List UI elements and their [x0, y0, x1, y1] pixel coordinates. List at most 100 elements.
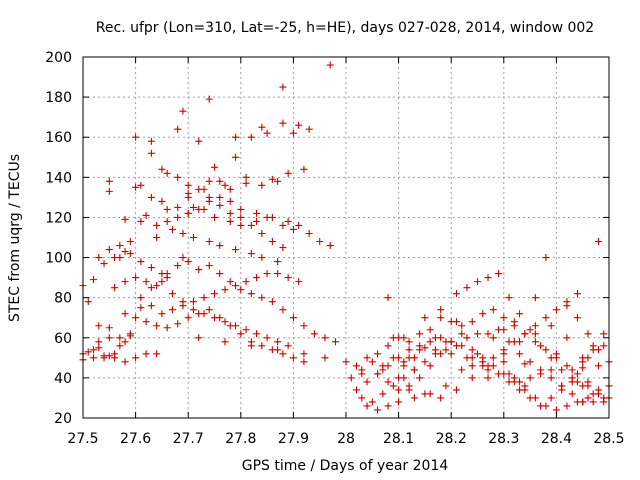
data-point	[163, 274, 171, 282]
data-point	[179, 254, 187, 262]
data-point	[121, 338, 129, 346]
data-point	[510, 374, 518, 382]
data-point	[431, 334, 439, 342]
data-point	[452, 342, 460, 350]
data-point	[216, 242, 224, 250]
x-tick-label: 27.9	[278, 431, 309, 447]
data-point	[358, 370, 366, 378]
data-point	[579, 354, 587, 362]
data-point	[111, 284, 119, 292]
data-point	[531, 330, 539, 338]
data-point	[463, 334, 471, 342]
data-point	[384, 362, 392, 370]
data-point	[168, 290, 176, 298]
data-point	[421, 344, 429, 352]
data-point	[300, 358, 308, 366]
data-point	[105, 187, 113, 195]
data-point	[174, 173, 182, 181]
x-tick-label: 28.1	[383, 431, 414, 447]
data-point	[132, 133, 140, 141]
data-point	[184, 181, 192, 189]
data-point	[221, 181, 229, 189]
data-point	[442, 382, 450, 390]
data-point	[279, 119, 287, 127]
data-point	[289, 314, 297, 322]
data-point	[594, 238, 602, 246]
data-point	[284, 342, 292, 350]
data-point	[321, 354, 329, 362]
data-point	[216, 177, 224, 185]
data-point	[100, 260, 108, 268]
data-point	[279, 83, 287, 91]
data-point	[84, 348, 92, 356]
data-point	[426, 362, 434, 370]
data-point	[584, 330, 592, 338]
data-point	[116, 242, 124, 250]
data-point	[126, 238, 134, 246]
data-point	[121, 278, 129, 286]
data-point	[216, 201, 224, 209]
data-point	[189, 234, 197, 241]
data-point	[216, 193, 224, 201]
data-point	[500, 326, 508, 334]
data-point	[274, 177, 282, 185]
data-point	[374, 370, 382, 378]
data-point	[500, 350, 508, 358]
data-point	[489, 334, 497, 342]
data-point	[489, 306, 497, 314]
y-tick-label: 140	[45, 170, 72, 186]
data-point	[516, 378, 524, 386]
x-tick-labels: 27.5 27.6 27.7 27.8 27.9 28 28.1 28.2 28.3 28.4 28…	[67, 431, 624, 447]
data-point	[416, 346, 424, 354]
data-point	[179, 302, 187, 310]
data-point	[573, 290, 581, 298]
data-point	[247, 221, 255, 229]
data-point	[573, 370, 581, 378]
data-point	[537, 402, 545, 410]
data-point	[305, 125, 313, 133]
data-point	[395, 374, 403, 382]
data-point	[174, 125, 182, 133]
data-point	[421, 314, 429, 322]
data-point	[289, 225, 297, 233]
data-point	[174, 203, 182, 211]
data-point	[263, 129, 271, 137]
data-point	[221, 318, 229, 326]
data-point	[268, 298, 276, 306]
y-tick-label: 160	[45, 130, 72, 146]
data-point	[474, 350, 481, 358]
x-tick-label: 27.5	[67, 431, 98, 447]
data-point	[531, 322, 539, 330]
data-point	[458, 330, 466, 338]
data-point	[105, 177, 113, 185]
data-point	[363, 354, 371, 362]
data-point	[300, 322, 308, 330]
data-point	[295, 221, 303, 229]
data-point	[205, 238, 213, 246]
data-point	[379, 366, 387, 374]
data-point	[368, 398, 376, 406]
data-point	[274, 338, 282, 346]
data-point	[274, 258, 282, 266]
data-point	[258, 123, 266, 131]
data-point	[84, 298, 92, 306]
data-point	[463, 354, 471, 362]
data-point	[100, 352, 108, 360]
data-point	[547, 374, 555, 382]
data-point	[458, 366, 466, 374]
data-point	[463, 284, 471, 292]
data-point	[526, 358, 534, 366]
data-point	[405, 382, 413, 390]
data-point	[468, 362, 476, 370]
data-point	[505, 294, 513, 302]
data-point	[247, 290, 255, 298]
data-point	[389, 334, 397, 342]
data-point	[452, 318, 460, 326]
data-point	[90, 346, 98, 354]
data-point	[447, 350, 455, 358]
data-point	[516, 338, 524, 346]
data-point	[521, 382, 529, 390]
data-point	[147, 193, 155, 201]
data-point	[563, 362, 571, 370]
data-point	[395, 354, 403, 362]
